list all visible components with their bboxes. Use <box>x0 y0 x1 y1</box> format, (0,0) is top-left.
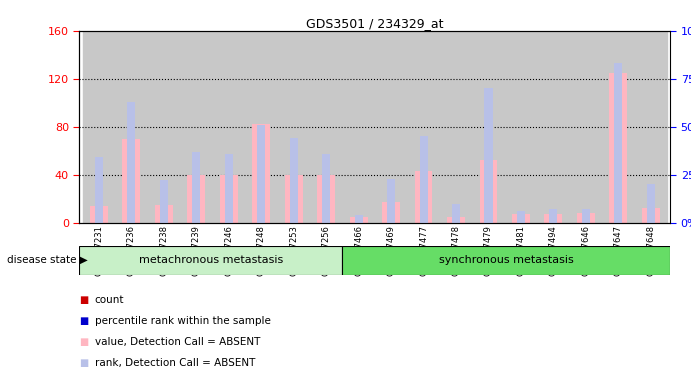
Bar <box>322 154 330 223</box>
Text: ■: ■ <box>79 316 88 326</box>
Text: percentile rank within the sample: percentile rank within the sample <box>95 316 271 326</box>
Bar <box>225 154 233 223</box>
Title: GDS3501 / 234329_at: GDS3501 / 234329_at <box>306 17 444 30</box>
Text: count: count <box>95 295 124 305</box>
Bar <box>180 31 213 223</box>
Bar <box>415 171 433 223</box>
Bar <box>582 209 590 223</box>
Bar <box>439 31 472 223</box>
Bar <box>90 206 108 223</box>
Bar <box>642 208 660 223</box>
Bar <box>504 31 537 223</box>
Bar <box>252 124 270 223</box>
Bar <box>290 138 298 223</box>
Text: disease state ▶: disease state ▶ <box>7 255 88 265</box>
Bar <box>537 31 569 223</box>
Bar <box>220 175 238 223</box>
Bar <box>79 246 342 275</box>
Bar <box>382 202 400 223</box>
Bar <box>213 31 245 223</box>
Text: rank, Detection Call = ABSENT: rank, Detection Call = ABSENT <box>95 358 255 368</box>
Bar <box>155 205 173 223</box>
Bar <box>569 31 602 223</box>
Text: metachronous metastasis: metachronous metastasis <box>139 255 283 265</box>
Bar <box>602 31 634 223</box>
Bar <box>257 125 265 223</box>
Bar <box>343 31 375 223</box>
Bar <box>115 31 148 223</box>
Bar <box>609 73 627 223</box>
Bar <box>192 152 200 223</box>
Bar <box>160 180 168 223</box>
Bar <box>354 215 363 223</box>
Text: ■: ■ <box>79 337 88 347</box>
Bar <box>285 175 303 223</box>
Bar <box>447 217 465 223</box>
Bar <box>278 31 310 223</box>
Bar <box>375 31 407 223</box>
Bar <box>187 175 205 223</box>
Bar <box>387 179 395 223</box>
Bar <box>350 217 368 223</box>
Bar <box>517 211 525 223</box>
Bar <box>577 213 595 223</box>
Bar <box>122 139 140 223</box>
Bar <box>419 136 428 223</box>
Bar <box>545 214 562 223</box>
Bar <box>512 214 530 223</box>
Bar <box>407 31 439 223</box>
Text: value, Detection Call = ABSENT: value, Detection Call = ABSENT <box>95 337 260 347</box>
Bar <box>317 175 335 223</box>
Bar <box>83 31 115 223</box>
Bar <box>452 204 460 223</box>
Bar <box>310 31 343 223</box>
Bar <box>614 63 623 223</box>
Text: ■: ■ <box>79 358 88 368</box>
Bar <box>549 209 558 223</box>
Text: ■: ■ <box>79 295 88 305</box>
Bar <box>480 161 498 223</box>
Bar <box>148 31 180 223</box>
Bar <box>647 184 655 223</box>
Bar <box>484 88 493 223</box>
Bar <box>634 31 667 223</box>
Bar <box>342 246 670 275</box>
Bar <box>95 157 103 223</box>
Bar <box>127 102 135 223</box>
Text: synchronous metastasis: synchronous metastasis <box>439 255 574 265</box>
Bar <box>245 31 278 223</box>
Bar <box>472 31 504 223</box>
